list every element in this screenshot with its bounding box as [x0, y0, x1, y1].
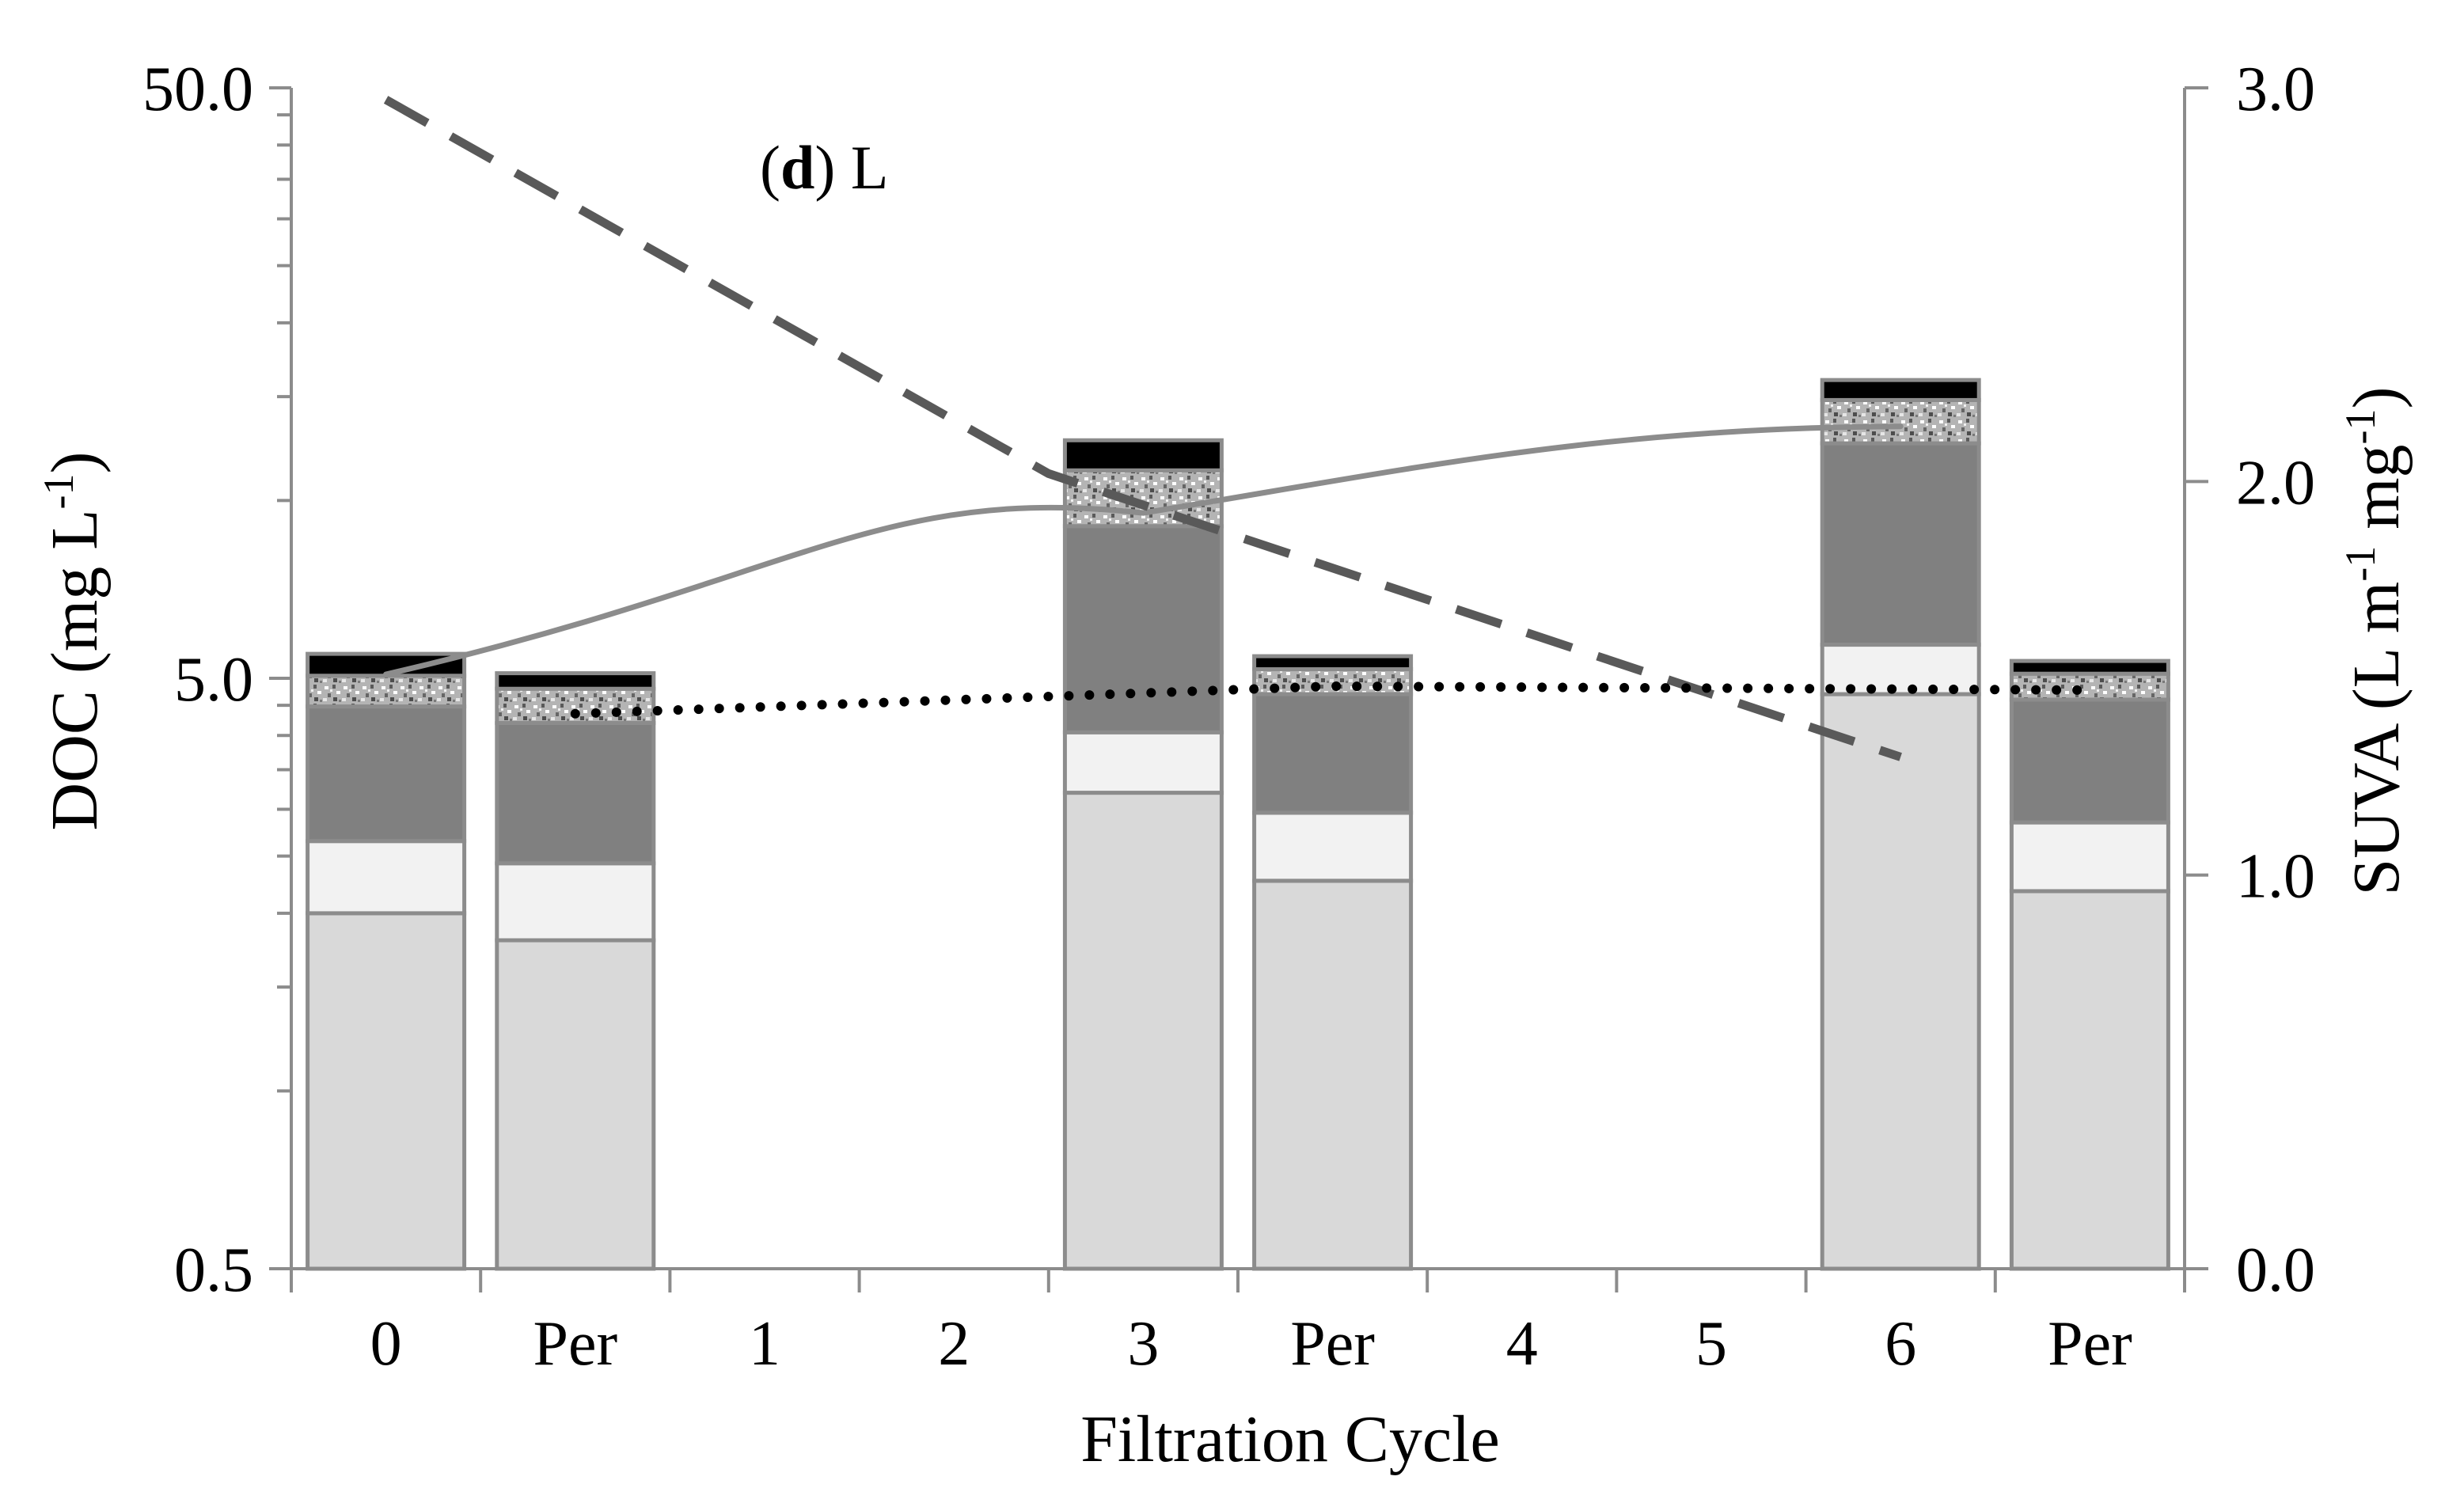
bar-segment-1-cat-4	[1062, 791, 1224, 1271]
bar-segment-5-cat-5	[1252, 654, 1414, 672]
right-tick-labels: 0.0 1.0 2.0 3.0	[2236, 55, 2315, 1305]
bar-segment-2-cat-5	[1252, 810, 1414, 883]
x-tick-labels: 0 Per 1 2 3 Per 4 5 6 Per	[370, 1309, 2132, 1379]
left-tick-label: 0.5	[174, 1235, 253, 1305]
y-right-title-end: )	[2340, 386, 2413, 408]
y-right-title-sup2: -1	[2337, 408, 2384, 444]
panel-label-open: (	[760, 133, 780, 202]
left-axis-ticks	[269, 86, 291, 1270]
bar-segment-3-cat-0	[306, 704, 467, 844]
y-right-title-main: SUVA (L m	[2340, 582, 2413, 896]
bar-segment-1-cat-0	[306, 911, 467, 1271]
bar-segment-5-cat-8	[1820, 378, 1981, 402]
series-line-dotted	[570, 681, 2095, 719]
bar-segment-2-cat-9	[2009, 820, 2170, 894]
right-axis-ticks	[2185, 86, 2208, 1270]
left-tick-label: 5.0	[174, 645, 253, 715]
bar-segment-2-cat-1	[495, 861, 656, 943]
bar-segment-1-cat-8	[1820, 692, 1981, 1271]
y-left-axis-title: DOC (mg L-1)	[35, 452, 112, 831]
x-tick-label: 3	[1127, 1309, 1159, 1379]
x-tick-label: 1	[749, 1309, 780, 1379]
bar-segment-5-cat-1	[495, 671, 656, 691]
bar-segment-3-cat-8	[1820, 441, 1981, 647]
x-tick-label: 4	[1506, 1309, 1538, 1379]
left-tick-label: 50.0	[142, 55, 253, 124]
bar-segment-1-cat-5	[1252, 879, 1414, 1271]
panel-label-suffix: L	[851, 133, 889, 202]
bar-segment-4-cat-0	[306, 674, 467, 709]
x-tick-label: 5	[1695, 1309, 1727, 1379]
x-tick-label: Per	[2048, 1309, 2132, 1379]
suva-lines	[383, 96, 2095, 761]
bar-segment-4-cat-4	[1062, 468, 1224, 529]
x-tick-label: Per	[533, 1309, 617, 1379]
bar-segment-3-cat-9	[2009, 697, 2170, 825]
series-line-dashed	[383, 96, 1902, 761]
panel-label-close: )	[814, 133, 850, 202]
bar-segment-3-cat-1	[495, 720, 656, 866]
x-tick-label: 6	[1885, 1309, 1916, 1379]
y-right-title-mid: mg	[2340, 444, 2413, 545]
panel-label: (d) L	[760, 133, 889, 202]
x-axis-ticks	[290, 1269, 2186, 1292]
right-tick-label: 3.0	[2236, 55, 2315, 124]
y-left-title-end: )	[38, 452, 112, 474]
right-tick-label: 0.0	[2236, 1235, 2315, 1305]
y-right-title-sup1: -1	[2337, 546, 2384, 582]
bar-segment-2-cat-0	[306, 839, 467, 916]
right-tick-label: 2.0	[2236, 448, 2315, 518]
bar-segment-3-cat-4	[1062, 524, 1224, 734]
x-axis-title: Filtration Cycle	[1080, 1402, 1500, 1476]
bar-segment-3-cat-5	[1252, 692, 1414, 815]
bar-segment-1-cat-9	[2009, 889, 2170, 1271]
y-left-title-main: DOC (mg L	[38, 509, 112, 830]
series-line-solid	[383, 423, 1904, 677]
left-tick-labels: 0.5 5.0 50.0	[142, 55, 253, 1305]
panel-label-letter: d	[780, 133, 814, 202]
axes	[269, 86, 2208, 1292]
bar-segment-5-cat-4	[1062, 438, 1224, 473]
right-tick-label: 1.0	[2236, 842, 2315, 912]
x-tick-label: 0	[370, 1309, 402, 1379]
x-tick-label: Per	[1290, 1309, 1375, 1379]
y-right-axis-title: SUVA (L m-1 mg-1)	[2337, 386, 2413, 895]
bar-segment-4-cat-8	[1820, 397, 1981, 446]
y-left-title-sup: -1	[35, 474, 82, 510]
bar-groups	[306, 378, 2170, 1271]
bar-segment-1-cat-1	[495, 938, 656, 1271]
x-tick-label: 2	[938, 1309, 970, 1379]
bar-segment-5-cat-9	[2009, 659, 2170, 676]
bar-segment-2-cat-4	[1062, 730, 1224, 795]
